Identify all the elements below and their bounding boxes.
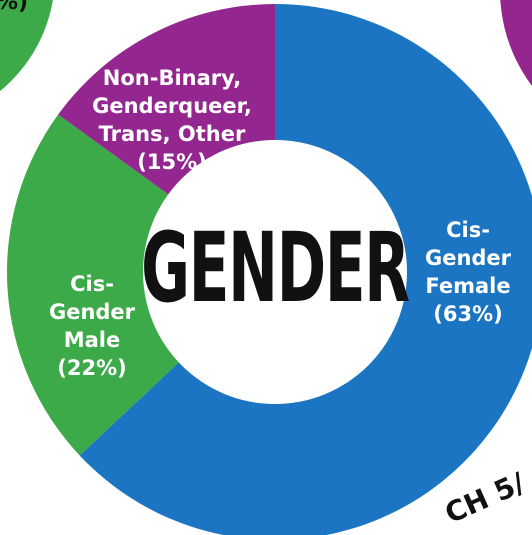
- background-circle: [0, 0, 53, 92]
- category-label: Cis-Gender Female: [424, 218, 512, 298]
- slice-label: Cis-Gender Male (22%): [37, 270, 147, 382]
- category-label: Non-Binary, Genderqueer, Trans, Other: [92, 66, 252, 146]
- slice-label: Non-Binary, Genderqueer, Trans, Other (15…: [57, 64, 287, 176]
- value-label: (15%): [137, 150, 207, 174]
- background-circle: [500, 0, 532, 86]
- value-label: (63%): [433, 302, 503, 326]
- slice-label: Cis-Gender Female (63%): [408, 216, 528, 328]
- value-label: (22%): [57, 356, 127, 380]
- donut-hole: [143, 140, 407, 404]
- chart-title: GENDER: [141, 212, 410, 324]
- slice: [6, 114, 275, 456]
- category-label: Cis-Gender Male: [48, 272, 136, 352]
- annotation: %): [0, 0, 29, 15]
